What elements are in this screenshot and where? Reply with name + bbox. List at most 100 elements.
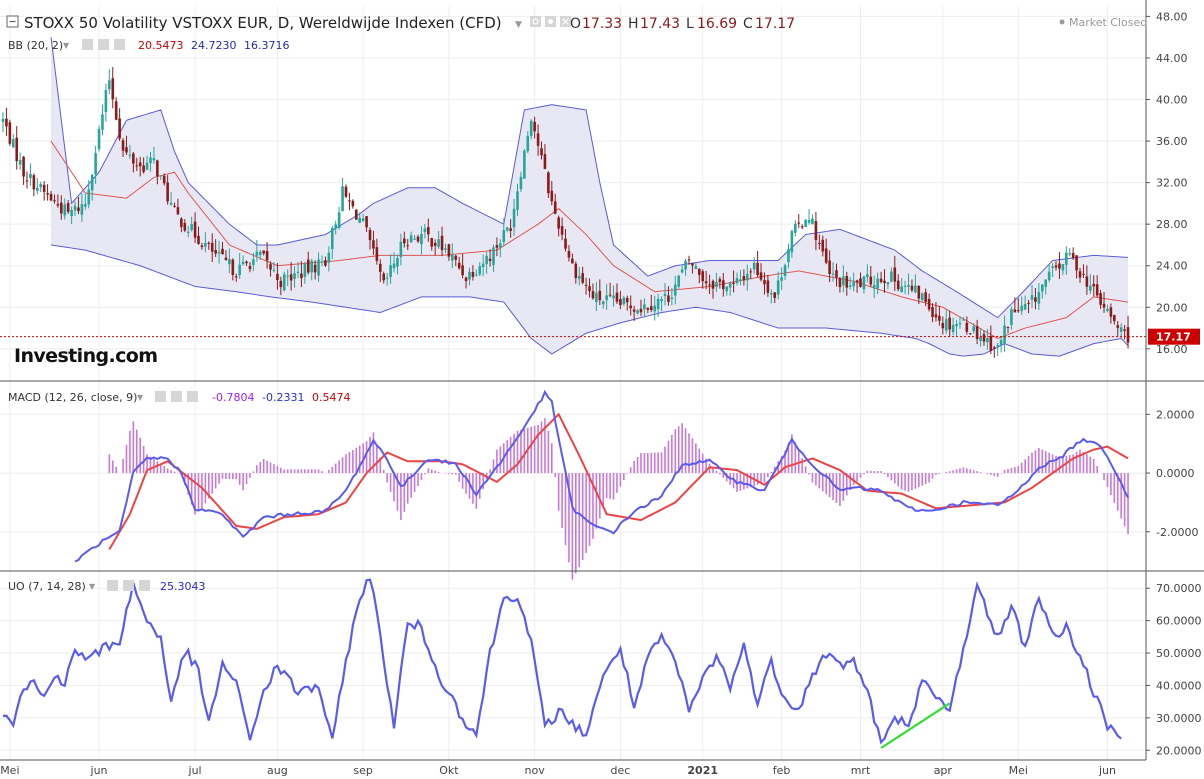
ohlc-high-value: 17.43	[640, 16, 680, 32]
candle-body	[955, 323, 958, 327]
candle-body	[564, 238, 567, 249]
candle-body	[396, 257, 399, 267]
candle-body	[934, 314, 938, 318]
title-dropdown-icon[interactable]: ▼	[515, 20, 522, 30]
candle-body	[519, 176, 523, 190]
candle-body	[673, 284, 677, 296]
candle-body	[639, 308, 643, 313]
candle-body	[471, 271, 475, 277]
candle-body	[262, 250, 265, 254]
candle-body	[763, 280, 766, 285]
candle-body	[869, 276, 873, 285]
candle-body	[533, 121, 536, 132]
candle-body	[941, 323, 945, 329]
candle-body	[1020, 305, 1024, 311]
candle-body	[1078, 271, 1082, 278]
candle-body	[365, 216, 368, 228]
candle-body	[320, 261, 324, 263]
candle-body	[872, 284, 876, 289]
macd-legend-dropdown-icon[interactable]: ▼	[137, 393, 144, 402]
time-axis-label: feb	[773, 764, 791, 777]
uo-legend[interactable]: UO (7, 14, 28) ▼ 25.3043	[8, 580, 206, 593]
candle-body	[499, 243, 502, 248]
candle-body	[914, 285, 917, 293]
candle-body	[667, 295, 670, 302]
candle-body	[423, 228, 427, 233]
candle-body	[890, 271, 893, 282]
candle-body	[742, 276, 746, 281]
candle-body	[269, 264, 272, 270]
candle-body	[1023, 304, 1027, 310]
candle-body	[176, 207, 180, 215]
candle-body	[766, 280, 770, 293]
candle-body	[409, 235, 413, 243]
candle-body	[1044, 279, 1048, 287]
candle-body	[999, 340, 1003, 345]
candle-body	[337, 212, 341, 228]
candle-body	[255, 251, 259, 256]
candle-body	[838, 278, 842, 288]
candle-body	[289, 274, 293, 281]
candle-body	[649, 306, 653, 311]
time-axis-label: aug	[267, 764, 288, 777]
candle-body	[962, 319, 965, 321]
bollinger-bands	[50, 37, 1129, 357]
candle-body	[512, 208, 516, 228]
candle-body	[39, 184, 43, 188]
candle-body	[327, 252, 331, 263]
bb-value-upper: 24.7230	[191, 39, 237, 52]
market-status-dot	[1059, 19, 1065, 25]
candle-body	[540, 148, 543, 156]
candle-body	[1061, 264, 1065, 271]
candle-body	[1082, 273, 1085, 275]
candle-body	[358, 218, 362, 223]
candle-body	[15, 137, 19, 162]
candle-body	[200, 245, 204, 248]
bb-lower-band	[50, 244, 1129, 357]
candle-body	[11, 139, 15, 148]
candle-body	[427, 227, 430, 235]
candle-body	[217, 251, 221, 254]
time-axis-label: sep	[353, 764, 372, 777]
candle-body	[910, 285, 914, 291]
candle-body	[114, 101, 118, 120]
candle-body	[948, 317, 951, 330]
candle-body	[406, 245, 410, 247]
candle-body	[1075, 255, 1078, 271]
uo-axis-label: 70.0000	[1156, 582, 1202, 595]
candle-body	[183, 223, 187, 231]
candle-body	[53, 200, 56, 202]
candle-body	[70, 209, 73, 217]
candle-body	[420, 233, 423, 245]
candle-body	[588, 286, 591, 292]
candle-body	[979, 336, 982, 341]
uo-legend-dropdown-icon[interactable]: ▼	[89, 582, 96, 591]
candle-body	[818, 242, 821, 244]
candle-body	[416, 236, 420, 242]
uo-axis-label: 40.0000	[1156, 679, 1202, 692]
macd-signal-line	[108, 412, 1129, 550]
bb-legend[interactable]: BB (20, 2) ▼ 20.5473 24.7230 16.3716	[8, 39, 290, 52]
candle-body	[451, 254, 454, 261]
candle-body	[1, 118, 5, 122]
candle-body	[848, 285, 852, 287]
candle-body	[245, 261, 248, 264]
bb-upper-band	[50, 37, 1129, 319]
candle-body	[84, 204, 87, 207]
candle-body	[234, 276, 238, 278]
candle-body	[965, 322, 969, 332]
candle-body	[752, 262, 756, 270]
bb-legend-dropdown-icon[interactable]: ▼	[63, 41, 70, 50]
candle-body	[814, 221, 818, 240]
macd-line	[74, 389, 1129, 563]
candle-body	[344, 186, 348, 197]
candle-body	[42, 184, 46, 192]
title-settings-icons[interactable]	[530, 16, 571, 27]
candle-body	[63, 204, 67, 216]
candle-body	[972, 326, 975, 332]
candle-body	[457, 262, 461, 269]
candle-body	[56, 204, 60, 206]
candle-body	[382, 273, 386, 281]
macd-legend[interactable]: MACD (12, 26, close, 9) ▼ -0.7804 -0.233…	[8, 391, 351, 404]
